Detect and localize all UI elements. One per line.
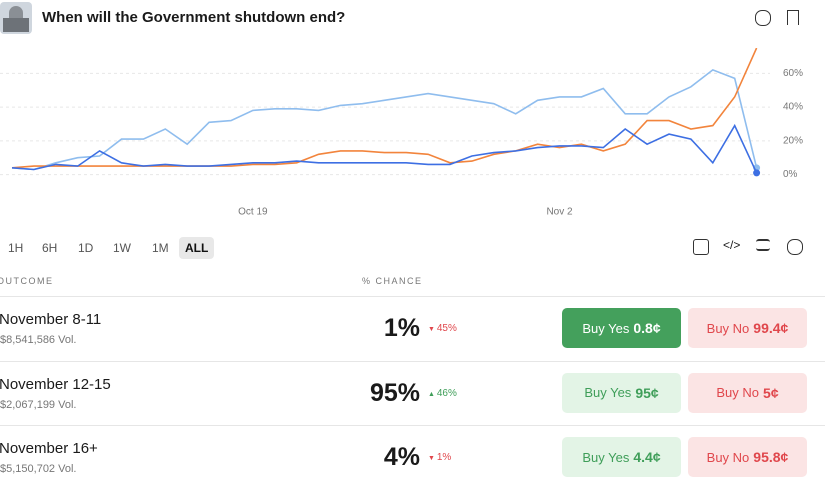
- chart: 0% 20% 40% 60% Oct 19 Nov 2: [0, 48, 803, 218]
- change-arrow: ▼: [428, 326, 437, 333]
- buy-yes-label: Buy Yes: [582, 320, 630, 336]
- doc-icon[interactable]: [693, 239, 709, 255]
- volume: $8,541,586 Vol.: [0, 334, 77, 346]
- link-icon[interactable]: [755, 10, 771, 26]
- outcome-name: November 16+: [0, 440, 98, 457]
- buy-yes-button[interactable]: Buy Yes 95¢: [562, 372, 681, 413]
- chance: 1%: [383, 314, 420, 342]
- divider: [0, 360, 825, 362]
- filter-icon[interactable]: [756, 239, 770, 251]
- no-price: 99.4¢: [753, 320, 789, 336]
- title: When will the Government shutdown end?: [42, 9, 346, 26]
- change-value: 45%: [436, 323, 457, 334]
- bookmark-icon[interactable]: [787, 10, 799, 25]
- x-tick-label: Nov 2: [546, 207, 573, 218]
- change-arrow: ▲: [428, 390, 437, 398]
- column-header: % CHANCE: [362, 276, 423, 286]
- divider: [0, 296, 825, 297]
- no-price: 95.8¢: [753, 449, 789, 465]
- buy-yes-label: Buy Yes: [582, 449, 630, 465]
- chance: 95%: [369, 378, 420, 407]
- range-button[interactable]: 1H: [8, 241, 24, 255]
- buy-no-label: Buy No: [716, 385, 760, 400]
- x-tick-label: Oct 19: [238, 207, 268, 218]
- y-tick-label: 0%: [783, 169, 798, 180]
- buy-no-button[interactable]: Buy No 99.4¢: [688, 308, 807, 348]
- series-line: [11, 68, 758, 171]
- column-header: OUTCOME: [0, 276, 54, 286]
- y-tick-label: 40%: [783, 102, 803, 113]
- range-button[interactable]: 6H: [42, 241, 58, 255]
- buy-yes-label: Buy Yes: [584, 385, 632, 400]
- y-tick-label: 60%: [783, 68, 803, 79]
- buy-no-button[interactable]: Buy No 95.8¢: [688, 437, 807, 477]
- change: ▲ 46%: [428, 388, 457, 399]
- buy-no-button[interactable]: Buy No 5¢: [688, 372, 807, 413]
- range-button[interactable]: ALL: [179, 237, 215, 259]
- outcome-name: November 8-11: [0, 311, 102, 328]
- chance: 4%: [383, 443, 420, 471]
- buy-yes-button[interactable]: Buy Yes 0.8¢: [562, 308, 681, 348]
- buy-no-label: Buy No: [706, 449, 750, 465]
- yes-price: 4.4¢: [633, 449, 661, 465]
- divider: [0, 425, 825, 426]
- volume: $2,067,199 Vol.: [0, 398, 77, 411]
- change-value: 46%: [436, 387, 457, 399]
- yes-price: 95¢: [635, 384, 659, 401]
- range-button[interactable]: 1M: [152, 241, 169, 255]
- series-line: [11, 48, 758, 169]
- embed-icon[interactable]: </>: [723, 238, 741, 252]
- buy-no-label: Buy No: [706, 320, 750, 336]
- yes-price: 0.8¢: [633, 320, 661, 336]
- volume: $5,150,702 Vol.: [0, 463, 77, 475]
- end-dot: [753, 169, 761, 177]
- buy-yes-button[interactable]: Buy Yes 4.4¢: [562, 437, 681, 477]
- series-line: [11, 123, 758, 174]
- outcome-name: November 12-15: [0, 375, 111, 393]
- market-icon: [0, 2, 32, 34]
- change: ▼ 45%: [428, 323, 457, 334]
- no-price: 5¢: [763, 384, 779, 401]
- y-tick-label: 20%: [783, 135, 803, 146]
- change: ▼ 1%: [428, 452, 451, 463]
- change-value: 1%: [436, 452, 452, 463]
- range-button[interactable]: 1D: [78, 241, 94, 255]
- change-arrow: ▼: [428, 455, 437, 462]
- settings-icon[interactable]: [787, 239, 803, 255]
- range-button[interactable]: 1W: [113, 241, 131, 255]
